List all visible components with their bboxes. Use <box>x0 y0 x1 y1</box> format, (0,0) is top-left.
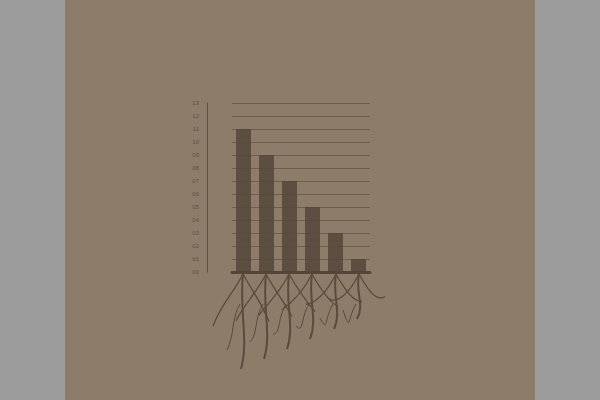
svg-text:11: 11 <box>193 126 200 132</box>
svg-text:05: 05 <box>192 204 199 210</box>
svg-text:13: 13 <box>192 100 199 106</box>
svg-text:00: 00 <box>192 269 199 275</box>
svg-text:06: 06 <box>192 191 199 197</box>
svg-text:09: 09 <box>192 152 199 158</box>
svg-text:12: 12 <box>192 113 199 119</box>
svg-text:01: 01 <box>192 256 199 262</box>
svg-text:07: 07 <box>192 178 199 184</box>
svg-text:02: 02 <box>192 243 199 249</box>
svg-text:04: 04 <box>192 217 199 223</box>
svg-text:10: 10 <box>192 139 199 145</box>
svg-text:03: 03 <box>192 230 199 236</box>
svg-text:08: 08 <box>192 165 199 171</box>
